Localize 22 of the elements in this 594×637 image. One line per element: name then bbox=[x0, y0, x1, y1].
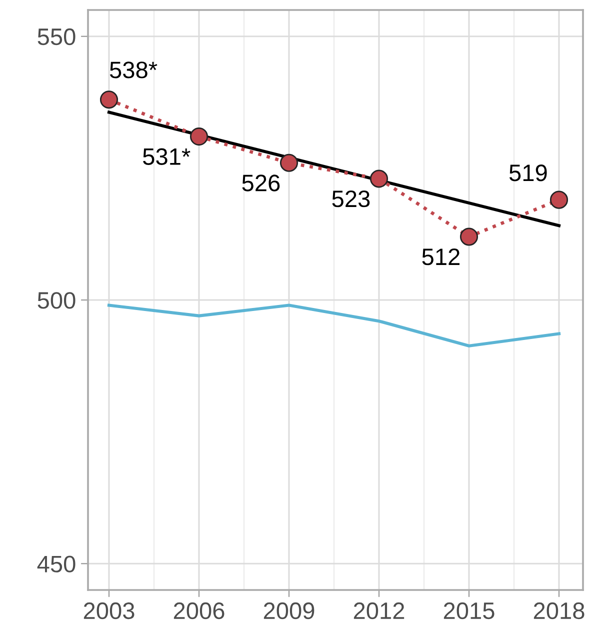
y-tick-label: 450 bbox=[37, 556, 76, 572]
y-tick-label: 550 bbox=[38, 28, 76, 46]
data-label: 538* bbox=[110, 62, 158, 78]
x-tick-label: 2009 bbox=[264, 602, 314, 620]
x-tick-label: 2006 bbox=[174, 602, 224, 620]
data-label: 526 bbox=[242, 174, 280, 192]
line-series bbox=[107, 304, 561, 348]
data-label: 512 bbox=[422, 248, 460, 266]
point bbox=[460, 228, 478, 246]
data-label: 523 bbox=[332, 190, 370, 208]
y-tick-label: 500 bbox=[38, 292, 76, 309]
point bbox=[280, 154, 298, 172]
x-tick-label: 2003 bbox=[84, 602, 134, 620]
x-tick-label: 2012 bbox=[354, 602, 404, 620]
point bbox=[550, 190, 568, 209]
x-tick-label: 2015 bbox=[444, 602, 494, 620]
data-label: 531* bbox=[143, 148, 190, 165]
point bbox=[370, 170, 388, 188]
data-label: 519 bbox=[509, 164, 547, 182]
point bbox=[100, 90, 118, 109]
point bbox=[190, 128, 208, 146]
x-tick-label: 2018 bbox=[534, 602, 584, 620]
